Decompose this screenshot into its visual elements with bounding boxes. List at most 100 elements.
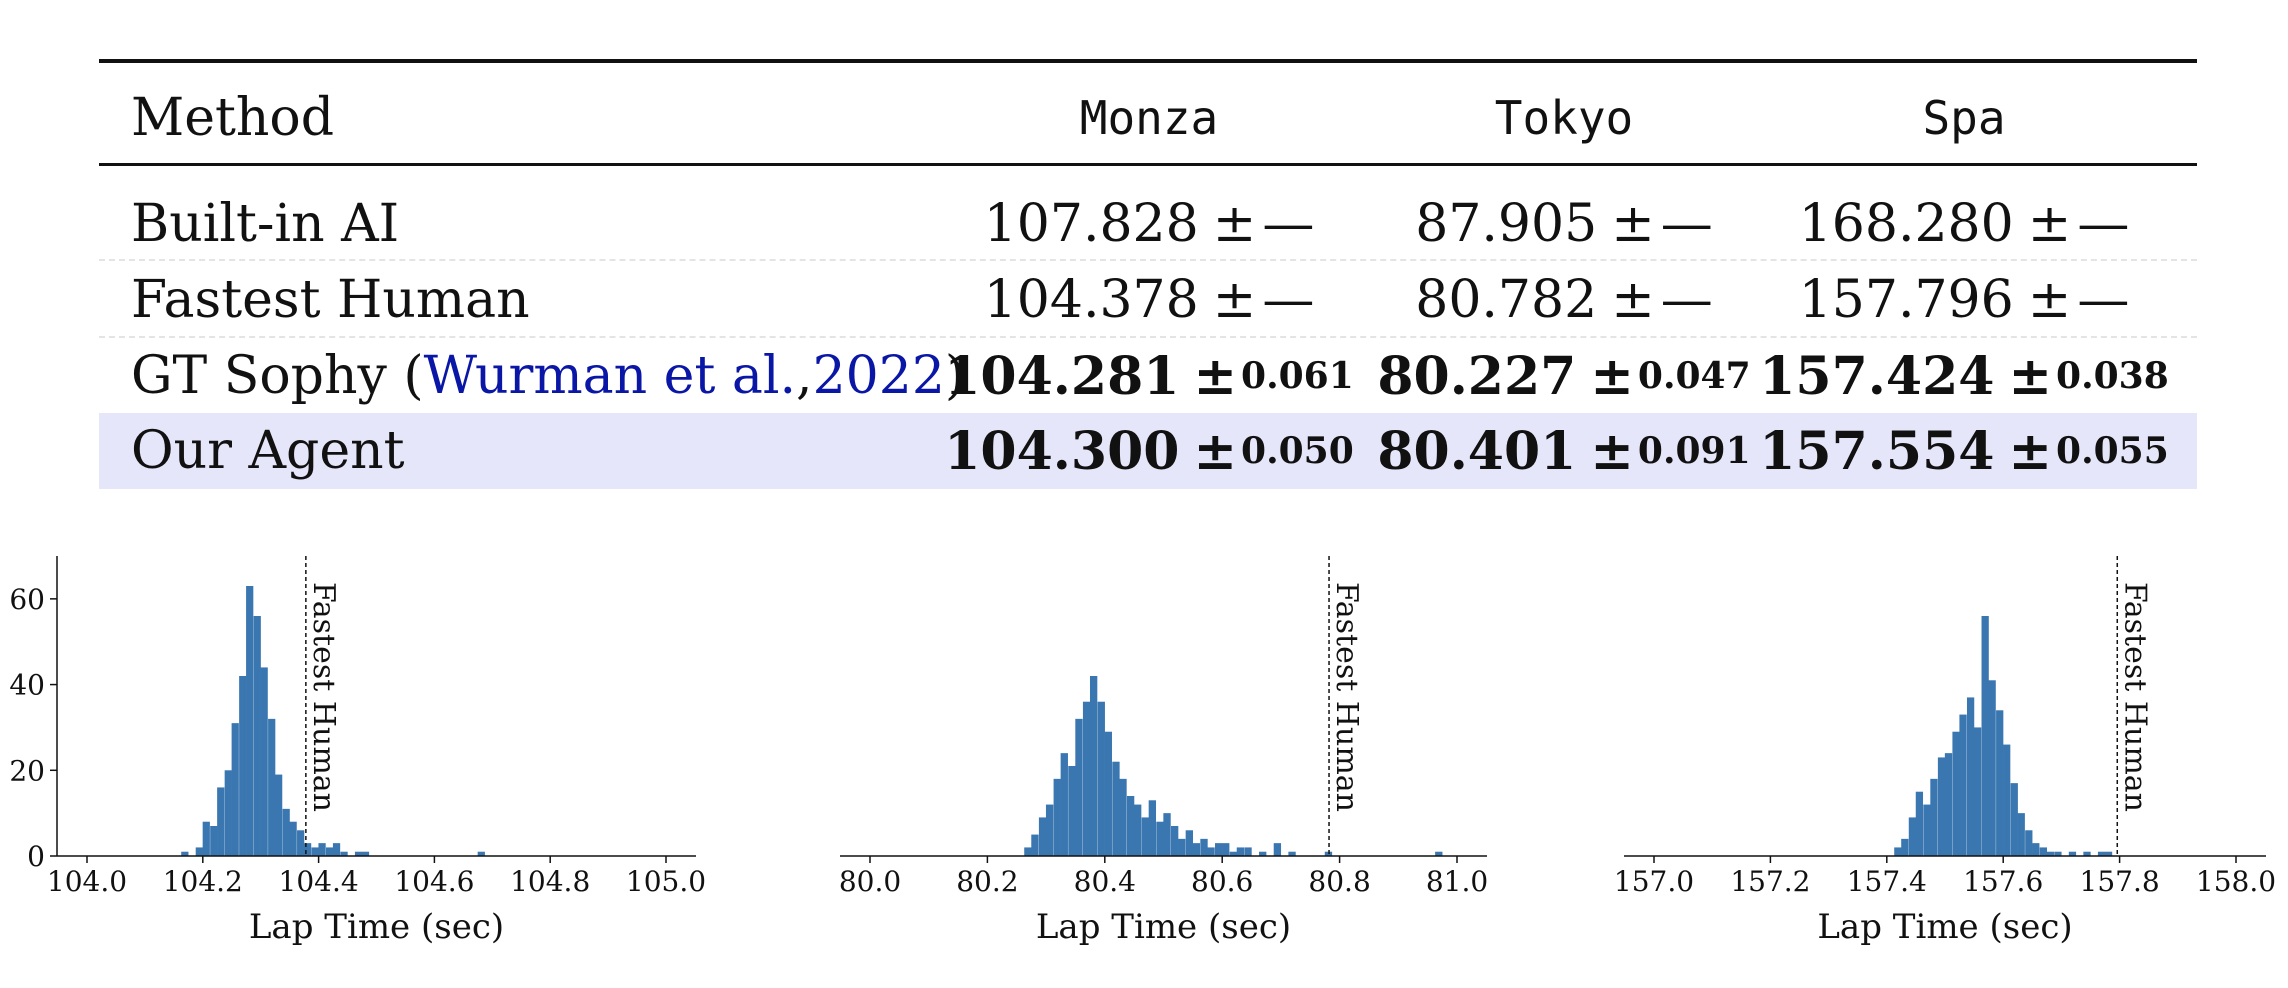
histogram-bar — [1149, 800, 1156, 856]
histogram-bar — [1237, 847, 1244, 856]
y-tick-label: 40 — [9, 669, 45, 702]
histogram-bar — [1938, 757, 1945, 856]
histogram-bar — [1105, 732, 1112, 856]
x-axis-label: Lap Time (sec) — [249, 907, 504, 947]
histogram-bar — [1098, 702, 1105, 856]
x-axis-label: Lap Time (sec) — [1817, 907, 2072, 947]
histogram-bar — [297, 830, 304, 856]
histogram-bar — [1967, 697, 1974, 856]
histogram-bar — [1068, 766, 1075, 856]
histogram-bar — [2032, 843, 2039, 856]
x-tick-label: 80.2 — [956, 865, 1018, 898]
histogram-bar — [1163, 813, 1170, 856]
histogram-bar — [1982, 616, 1989, 856]
fastest-human-label: Fastest Human — [306, 582, 341, 812]
x-tick-label: 80.4 — [1074, 865, 1136, 898]
histogram-bar — [1923, 805, 1930, 856]
y-tick-label: 20 — [9, 754, 45, 787]
y-tick-label: 60 — [9, 583, 45, 616]
histogram-bar — [304, 843, 311, 856]
x-tick-label: 157.6 — [1963, 865, 2043, 898]
histogram-bar — [1119, 779, 1126, 856]
x-axis-label: Lap Time (sec) — [1036, 907, 1291, 947]
histogram-bar — [2018, 813, 2025, 856]
x-tick-label: 157.8 — [2080, 865, 2160, 898]
histogram-bar — [1186, 830, 1193, 856]
histogram-bar — [312, 847, 319, 856]
x-tick-label: 104.6 — [394, 865, 474, 898]
histogram-bar — [1039, 817, 1046, 856]
histogram-bar — [210, 826, 217, 856]
histogram-bar — [1171, 826, 1178, 856]
histogram-bar — [268, 719, 275, 856]
x-tick-label: 80.8 — [1308, 865, 1370, 898]
histogram-bar — [246, 586, 253, 856]
histogram-bar — [2025, 830, 2032, 856]
histogram-bar — [1083, 702, 1090, 856]
x-tick-label: 157.2 — [1730, 865, 1810, 898]
histogram-bar — [1031, 835, 1038, 856]
histogram-bar — [1142, 817, 1149, 856]
fastest-human-label: Fastest Human — [2117, 582, 2152, 812]
histogram-bar — [333, 843, 340, 856]
histogram-bar — [1156, 822, 1163, 856]
histogram-bar — [318, 843, 325, 856]
histogram-bar — [1207, 847, 1214, 856]
histogram-bar — [2003, 745, 2010, 856]
histogram-bar — [326, 847, 333, 856]
histogram-bar — [1916, 792, 1923, 856]
histogram-bar — [196, 847, 203, 856]
histogram-bar — [239, 676, 246, 856]
histogram-bar — [1996, 710, 2003, 856]
histogram-bar — [1215, 843, 1222, 856]
x-tick-label: 158.0 — [2196, 865, 2276, 898]
histogram-bar — [225, 770, 232, 856]
histogram-bar — [283, 809, 290, 856]
histogram-bar — [1974, 727, 1981, 856]
histogram-bar — [1178, 839, 1185, 856]
histogram-bar — [1090, 676, 1097, 856]
x-tick-label: 105.0 — [626, 865, 706, 898]
histogram-bar — [1945, 753, 1952, 856]
histogram-bar — [217, 787, 224, 856]
histogram-bar — [1901, 839, 1908, 856]
histogram-bar — [1193, 843, 1200, 856]
histogram-bar — [232, 723, 239, 856]
histogram-bar — [1200, 839, 1207, 856]
histogram-bar — [1274, 843, 1281, 856]
histogram-bar — [1127, 796, 1134, 856]
histogram-bar — [1112, 762, 1119, 856]
fastest-human-label: Fastest Human — [1329, 582, 1364, 812]
histogram-bar — [1959, 715, 1966, 856]
x-tick-label: 104.8 — [510, 865, 590, 898]
histogram-bar — [1061, 753, 1068, 856]
x-tick-label: 80.0 — [839, 865, 901, 898]
histogram-bar — [2040, 847, 2047, 856]
x-tick-label: 157.4 — [1847, 865, 1927, 898]
histogram-bar — [1024, 847, 1031, 856]
histogram-bar — [1075, 719, 1082, 856]
x-tick-label: 104.2 — [163, 865, 243, 898]
histogram-bar — [2011, 783, 2018, 856]
y-tick-label: 0 — [27, 840, 45, 873]
histogram-bar — [1894, 847, 1901, 856]
histogram-bar — [1222, 843, 1229, 856]
histogram-bar — [261, 667, 268, 856]
histogram-bar — [1989, 680, 1996, 856]
histogram-bar — [290, 822, 297, 856]
histogram-bar — [203, 822, 210, 856]
histogram-bar — [1930, 779, 1937, 856]
histogram-bar — [1909, 817, 1916, 856]
x-tick-label: 157.0 — [1614, 865, 1694, 898]
x-tick-label: 104.4 — [279, 865, 359, 898]
x-tick-label: 81.0 — [1426, 865, 1488, 898]
histogram-bar — [275, 775, 282, 856]
x-tick-label: 80.6 — [1191, 865, 1253, 898]
histogram-bar — [1054, 779, 1061, 856]
histogram-bar — [254, 616, 261, 856]
histogram-bar — [1244, 847, 1251, 856]
histogram-bar — [1952, 732, 1959, 856]
histogram-bar — [1134, 805, 1141, 856]
x-tick-label: 104.0 — [47, 865, 127, 898]
